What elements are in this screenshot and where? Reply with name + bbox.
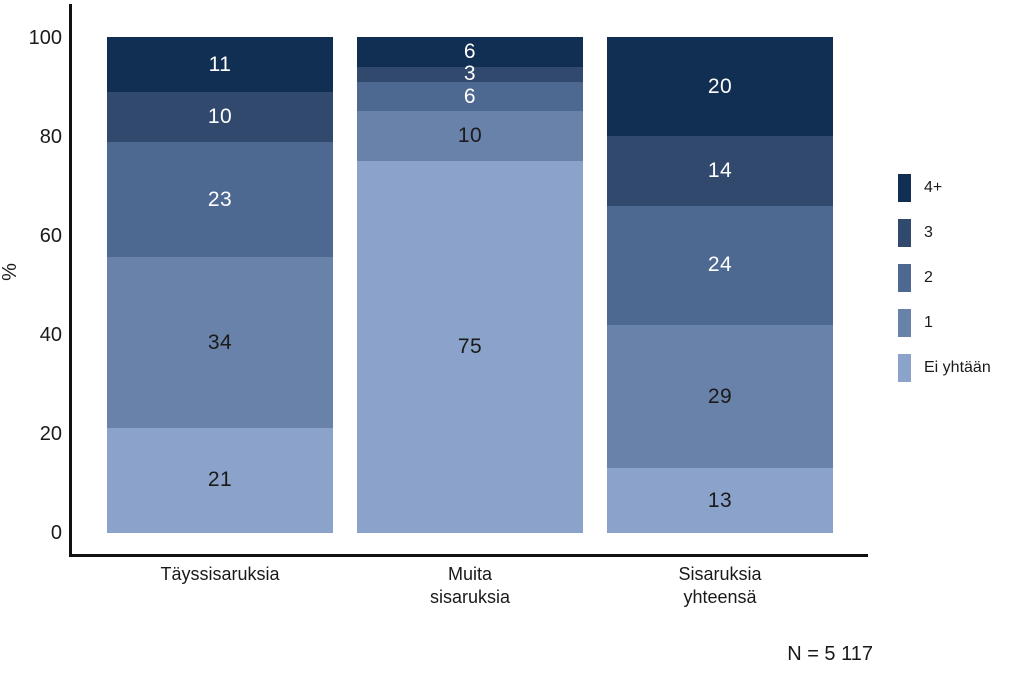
legend-row: 2 <box>898 264 991 292</box>
segment-value-label: 6 <box>463 84 477 108</box>
bar-segment: 75 <box>357 160 583 533</box>
segment-value-label: 24 <box>707 253 733 277</box>
bar-segment: 11 <box>107 37 333 93</box>
legend: 4+ 3 2 1 Ei yhtään <box>898 174 991 399</box>
bar-1: 11 10 23 34 21 <box>107 37 333 533</box>
bar-segment: 29 <box>607 324 833 469</box>
bar-segment: 14 <box>607 136 833 206</box>
segment-value-label: 14 <box>707 158 733 182</box>
segment-value-label: 6 <box>463 39 477 63</box>
bar-segment: 6 <box>357 37 583 67</box>
legend-swatch <box>898 354 911 382</box>
bar-segment: 21 <box>107 427 333 533</box>
segment-value-label: 10 <box>207 105 233 129</box>
legend-label: 1 <box>924 314 933 331</box>
bar-segment: 10 <box>357 111 583 161</box>
y-tick-label: 20 <box>39 422 62 445</box>
y-tick-label: 0 <box>50 522 62 544</box>
bar-segment: 20 <box>607 37 833 137</box>
x-category-label: Täyssisaruksia <box>160 564 280 584</box>
y-axis-line <box>69 4 72 557</box>
legend-row: Ei yhtään <box>898 354 991 382</box>
bar-segment: 34 <box>107 257 333 428</box>
sample-size-note: N = 5 117 <box>787 643 873 665</box>
legend-swatch <box>898 174 911 202</box>
x-category-label: Muita sisaruksia <box>429 564 511 607</box>
y-tick-label: 60 <box>39 224 62 247</box>
x-axis-line <box>69 554 868 557</box>
bar-segment: 10 <box>107 92 333 143</box>
legend-label: 3 <box>924 224 933 241</box>
segment-value-label: 13 <box>707 488 733 512</box>
legend-swatch <box>898 264 911 292</box>
legend-label: Ei yhtään <box>924 359 991 376</box>
x-category-label: Sisaruksia yhteensä <box>678 564 762 607</box>
y-axis-title: % <box>0 263 21 281</box>
bar-segment: 3 <box>357 63 583 85</box>
bar-3: 20 14 24 29 13 <box>607 37 833 533</box>
legend-row: 3 <box>898 219 991 247</box>
segment-value-label: 20 <box>707 74 733 98</box>
y-tick-label: 100 <box>28 26 62 49</box>
segment-value-label: 21 <box>207 468 233 492</box>
legend-label: 2 <box>924 269 933 286</box>
segment-value-label: 75 <box>457 334 483 358</box>
legend-row: 1 <box>898 309 991 337</box>
legend-swatch <box>898 219 911 247</box>
legend-row: 4+ <box>898 174 991 202</box>
segment-value-label: 11 <box>208 52 232 76</box>
segment-value-label: 34 <box>207 330 233 354</box>
segment-value-label: 29 <box>707 384 733 408</box>
legend-swatch <box>898 309 911 337</box>
bar-segment: 13 <box>607 468 833 533</box>
y-tick-label: 40 <box>39 323 62 346</box>
segment-value-label: 23 <box>207 187 233 211</box>
segment-value-label: 10 <box>457 124 483 148</box>
bar-segment: 24 <box>607 205 833 325</box>
bar-2: 6 3 6 10 75 <box>357 37 583 533</box>
legend-label: 4+ <box>924 179 943 196</box>
bar-segment: 6 <box>357 81 583 112</box>
segment-value-label: 3 <box>463 62 477 86</box>
bar-segment: 23 <box>107 142 333 258</box>
y-tick-label: 80 <box>39 125 62 148</box>
